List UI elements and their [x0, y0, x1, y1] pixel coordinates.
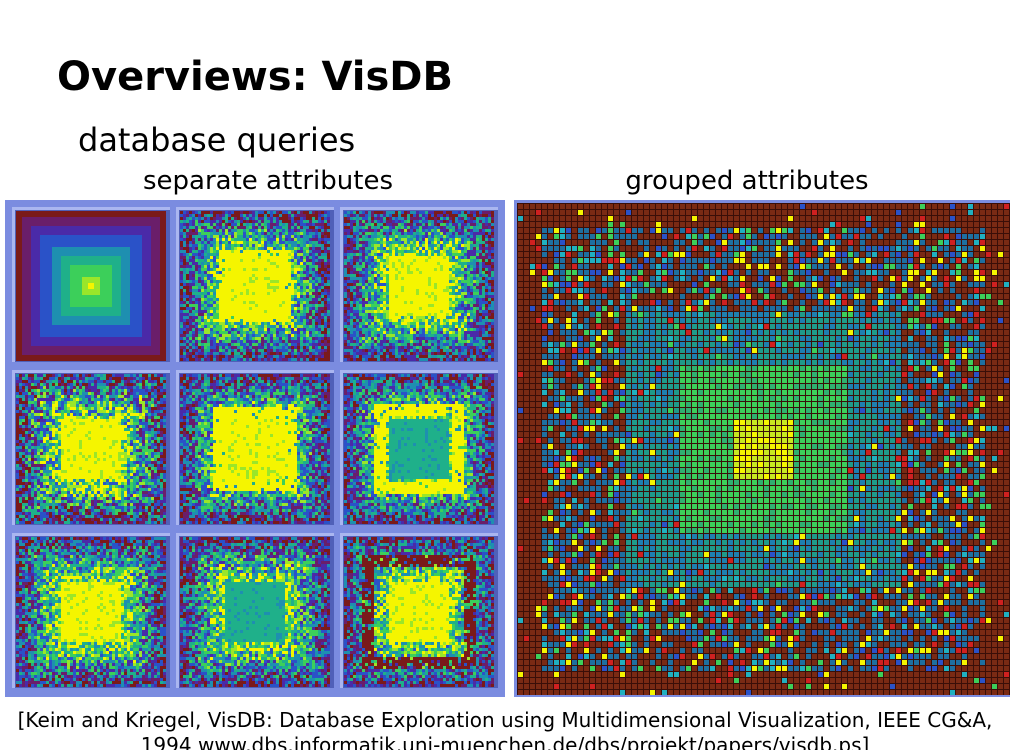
pixel-region [40, 395, 145, 500]
pixel-region [680, 366, 847, 533]
pixel-region [362, 229, 476, 343]
pixel-region [88, 283, 94, 289]
pixel-region [542, 228, 985, 671]
pixel-region [344, 537, 494, 687]
pixel-region [347, 540, 494, 687]
pixel-region [198, 395, 312, 506]
panel-label: separate attributes [143, 166, 393, 196]
pixel-region [518, 204, 1009, 689]
pixel-region [347, 374, 494, 521]
slide-subtitle: database queries [78, 121, 355, 159]
panel-label: grouped attributes [625, 166, 868, 196]
pixel-region [70, 265, 112, 307]
pixel-region [52, 247, 130, 325]
pixel-region [374, 238, 470, 334]
pixel-region [61, 256, 121, 316]
pixel-region [180, 211, 330, 361]
pixel-region [43, 564, 136, 663]
pixel-region [180, 374, 330, 521]
pixel-region [16, 374, 166, 524]
separate-attributes-image [12, 207, 498, 688]
slide-title: Overviews: VisDB [57, 54, 453, 100]
pixel-region [28, 386, 154, 509]
pixel-region [344, 211, 494, 361]
pixel-region [734, 420, 793, 479]
pixel-region [518, 204, 1009, 695]
pixel-region [19, 380, 160, 518]
pixel-region [189, 220, 318, 352]
pixel-region [180, 211, 330, 361]
pixel-region [626, 312, 901, 587]
pixel-region [518, 210, 1003, 695]
pixel-region [198, 229, 312, 343]
pixel-region [180, 537, 330, 684]
pixel-region [371, 401, 467, 500]
pixel-region [40, 235, 142, 337]
grouped-attributes-image [517, 203, 1010, 695]
citation-line: 1994 www.dbs.informatik.uni-muenchen.de/… [141, 733, 870, 750]
pixel-region [374, 567, 464, 657]
pixel-region [204, 238, 303, 337]
pixel-region [344, 374, 494, 524]
pixel-region [82, 277, 100, 295]
pixel-region [180, 537, 330, 687]
pixel-region [16, 374, 166, 524]
pixel-region [207, 401, 300, 497]
pixel-region [344, 537, 494, 687]
citation-line: [Keim and Kriegel, VisDB: Database Explo… [18, 708, 993, 732]
pixel-region [180, 374, 330, 524]
